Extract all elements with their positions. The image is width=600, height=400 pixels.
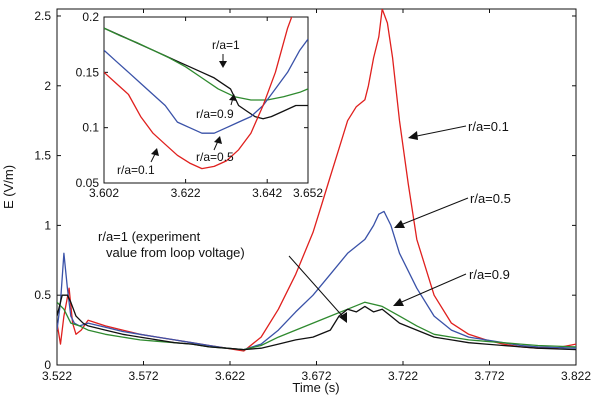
arrowhead-r09 <box>393 298 404 306</box>
inset-annotation-r1: r/a=1 <box>212 38 240 52</box>
main-series-r09 <box>57 301 576 351</box>
arrowhead-r05 <box>394 220 405 228</box>
inset-arrowhead-r09 <box>229 94 237 101</box>
main-xtick-label: 3.572 <box>128 369 158 383</box>
y-axis-label: E (V/m) <box>1 165 16 209</box>
main-series <box>57 9 576 352</box>
inset-arrowhead-r01 <box>151 148 159 156</box>
main-xtick-label: 3.622 <box>215 369 245 383</box>
main-xtick-label: 3.672 <box>301 369 331 383</box>
arrowhead-r01 <box>408 131 418 140</box>
annotation-r05: r/a=0.5 <box>470 191 511 206</box>
annotation-r01: r/a=0.1 <box>468 119 509 134</box>
arrowhead-r1 <box>339 312 347 323</box>
inset-ytick-label: 0.15 <box>76 65 100 79</box>
inset-ytick-label: 0.05 <box>76 176 100 190</box>
inset-arrowhead-r05 <box>214 136 222 144</box>
inset-ticks: 3.602 3.622 3.642 3.652 0.05 0.1 0.15 0.2 <box>76 10 324 200</box>
main-xtick-label: 3.522 <box>42 369 72 383</box>
inset-ytick-label: 0.1 <box>82 121 99 135</box>
main-ytick-label: 2 <box>44 79 51 93</box>
x-axis-label: Time (s) <box>292 380 339 395</box>
inset-xtick-label: 3.602 <box>89 186 119 200</box>
main-ytick-label: 0.5 <box>34 288 51 302</box>
main-series-r01 <box>57 9 576 352</box>
main-ytick-label: 1.5 <box>34 149 51 163</box>
arrow-r01 <box>411 125 467 138</box>
inset-ytick-label: 0.2 <box>82 10 99 24</box>
inset-annotation-r01: r/a=0.1 <box>117 163 155 177</box>
inset-xtick-label: 3.622 <box>171 186 201 200</box>
main-ytick-label: 0 <box>44 358 51 372</box>
main-xtick-label: 3.722 <box>388 369 418 383</box>
inset-series <box>104 17 308 170</box>
main-xtick-label: 3.822 <box>561 369 591 383</box>
inset-series-r09 <box>104 27 308 101</box>
main-series-r1 <box>57 294 576 351</box>
arrow-r1 <box>288 255 346 320</box>
main-ytick-label: 1 <box>44 218 51 232</box>
main-ticks: 3.522 3.572 3.622 3.672 3.722 3.772 3.822 0 0.5 1… <box>34 9 591 383</box>
inset-xtick-label: 3.652 <box>293 186 323 200</box>
inset-xtick-label: 3.642 <box>252 186 282 200</box>
inset-annotation-r05: r/a=0.5 <box>196 150 234 164</box>
annotation-r1-line1: r/a=1 (experiment <box>98 229 201 244</box>
arrow-r09 <box>396 273 467 305</box>
inset-annotation-r09: r/a=0.9 <box>196 107 234 121</box>
main-ytick-label: 2.5 <box>34 9 51 23</box>
main-xtick-label: 3.772 <box>474 369 504 383</box>
inset-plot-frame <box>103 16 309 184</box>
arrow-r05 <box>397 197 469 227</box>
annotation-arrows <box>288 125 469 323</box>
inset-series-r01 <box>104 17 293 170</box>
inset-arrowhead-r1 <box>219 61 227 68</box>
annotation-r09: r/a=0.9 <box>469 267 510 282</box>
inset-series-r05 <box>104 38 308 134</box>
inset-arrow-r01 <box>150 153 156 163</box>
annotation-r1-line2: value from loop voltage) <box>106 245 245 260</box>
main-series-r05 <box>57 210 576 351</box>
inset-annotation-arrows <box>150 54 237 163</box>
